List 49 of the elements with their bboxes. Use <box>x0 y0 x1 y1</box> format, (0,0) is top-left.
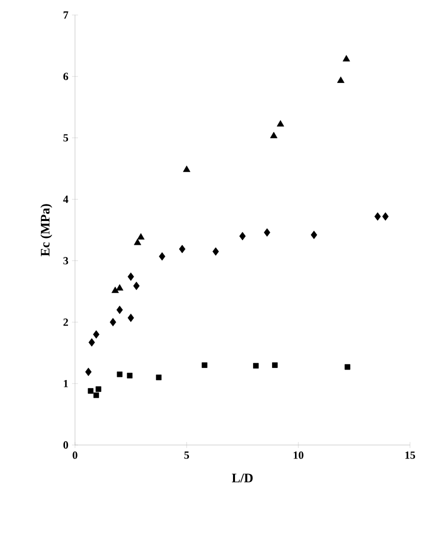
point <box>272 362 278 368</box>
point <box>93 330 100 339</box>
point <box>310 230 318 240</box>
point <box>116 284 124 291</box>
point <box>93 392 100 398</box>
point <box>137 233 145 240</box>
point <box>253 362 259 369</box>
point <box>96 386 102 392</box>
y-axis-title: Ec (MPa) <box>40 204 52 256</box>
y-tick-label: 6 <box>63 72 68 80</box>
point <box>374 212 381 221</box>
point <box>116 372 122 378</box>
y-tick-label: 4 <box>63 196 68 203</box>
x-tick-label: 5 <box>184 452 190 459</box>
point <box>88 338 95 347</box>
point <box>110 318 116 326</box>
point <box>133 282 140 290</box>
point <box>128 314 134 322</box>
point <box>344 364 350 370</box>
point <box>179 244 186 254</box>
y-tick-label: 1 <box>64 380 68 388</box>
point <box>212 247 219 256</box>
y-tick-label: 3 <box>63 257 68 264</box>
point <box>156 374 162 380</box>
point <box>116 306 123 314</box>
point <box>158 252 166 261</box>
point <box>270 132 278 138</box>
point <box>126 372 133 378</box>
x-tick-label: 10 <box>294 452 304 459</box>
point <box>276 120 284 127</box>
x-tick-label: 0 <box>72 452 78 459</box>
point <box>183 166 190 172</box>
point <box>342 55 350 62</box>
x-tick-label: 15 <box>405 452 416 459</box>
point <box>112 286 119 293</box>
point <box>239 232 246 240</box>
y-tick-label: 7 <box>64 11 68 19</box>
point <box>88 388 94 394</box>
y-tick-label: 2 <box>63 318 68 326</box>
point <box>264 228 270 237</box>
point <box>128 272 134 281</box>
point <box>134 238 142 246</box>
point <box>382 212 389 221</box>
point <box>337 76 344 83</box>
point <box>85 368 92 376</box>
y-tick-label: 5 <box>63 134 68 142</box>
point <box>202 362 208 368</box>
y-tick-label: 0 <box>63 441 68 449</box>
x-axis-title: L/D <box>232 474 253 482</box>
